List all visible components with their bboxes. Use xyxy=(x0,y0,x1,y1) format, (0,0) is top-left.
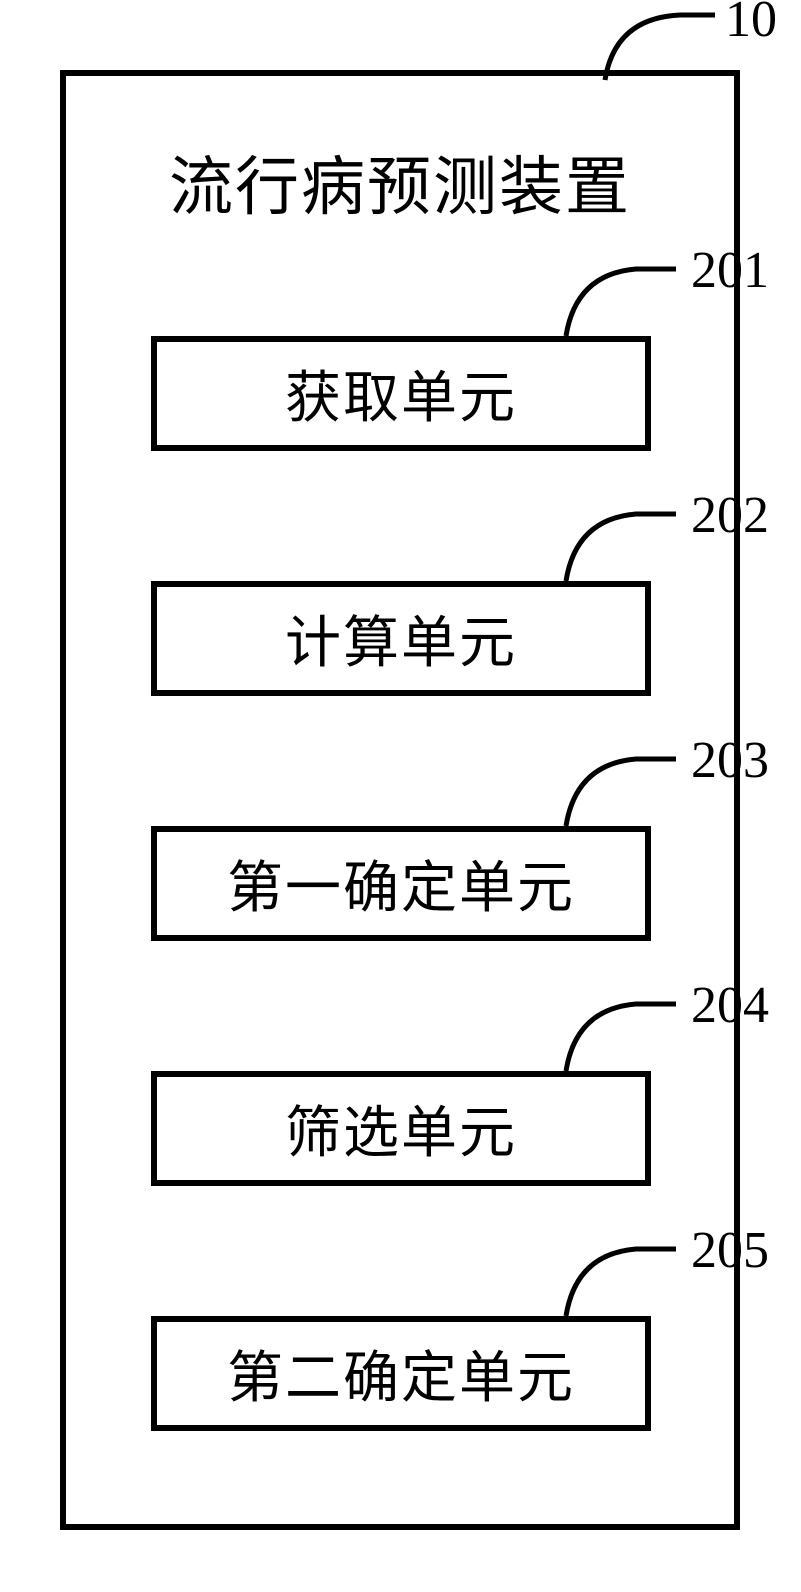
unit-group-201: 201 获取单元 xyxy=(151,336,651,451)
unit-text-205: 第二确定单元 xyxy=(227,1333,575,1414)
unit-box-203: 第一确定单元 xyxy=(151,826,651,941)
device-title: 流行病预测装置 xyxy=(66,136,734,228)
unit-group-202: 202 计算单元 xyxy=(151,581,651,696)
device-container: 流行病预测装置 201 获取单元 202 计算单元 203 第一确定单元 xyxy=(60,70,740,1530)
callout-arc-205 xyxy=(556,1234,706,1324)
unit-box-202: 计算单元 xyxy=(151,581,651,696)
unit-label-204: 204 xyxy=(691,976,769,1035)
outer-callout-arc xyxy=(595,0,745,100)
callout-arc-203 xyxy=(556,744,706,834)
outer-label-10: 10 xyxy=(725,0,777,49)
unit-label-201: 201 xyxy=(691,241,769,300)
callout-arc-204 xyxy=(556,989,706,1079)
unit-text-201: 获取单元 xyxy=(285,353,517,434)
unit-text-204: 筛选单元 xyxy=(285,1088,517,1169)
callout-arc-202 xyxy=(556,499,706,589)
unit-group-204: 204 筛选单元 xyxy=(151,1071,651,1186)
unit-group-205: 205 第二确定单元 xyxy=(151,1316,651,1431)
unit-box-204: 筛选单元 xyxy=(151,1071,651,1186)
unit-group-203: 203 第一确定单元 xyxy=(151,826,651,941)
unit-text-203: 第一确定单元 xyxy=(227,843,575,924)
callout-arc-201 xyxy=(556,254,706,344)
unit-box-205: 第二确定单元 xyxy=(151,1316,651,1431)
unit-label-202: 202 xyxy=(691,486,769,545)
unit-label-205: 205 xyxy=(691,1221,769,1280)
unit-text-202: 计算单元 xyxy=(285,598,517,679)
unit-box-201: 获取单元 xyxy=(151,336,651,451)
unit-label-203: 203 xyxy=(691,731,769,790)
